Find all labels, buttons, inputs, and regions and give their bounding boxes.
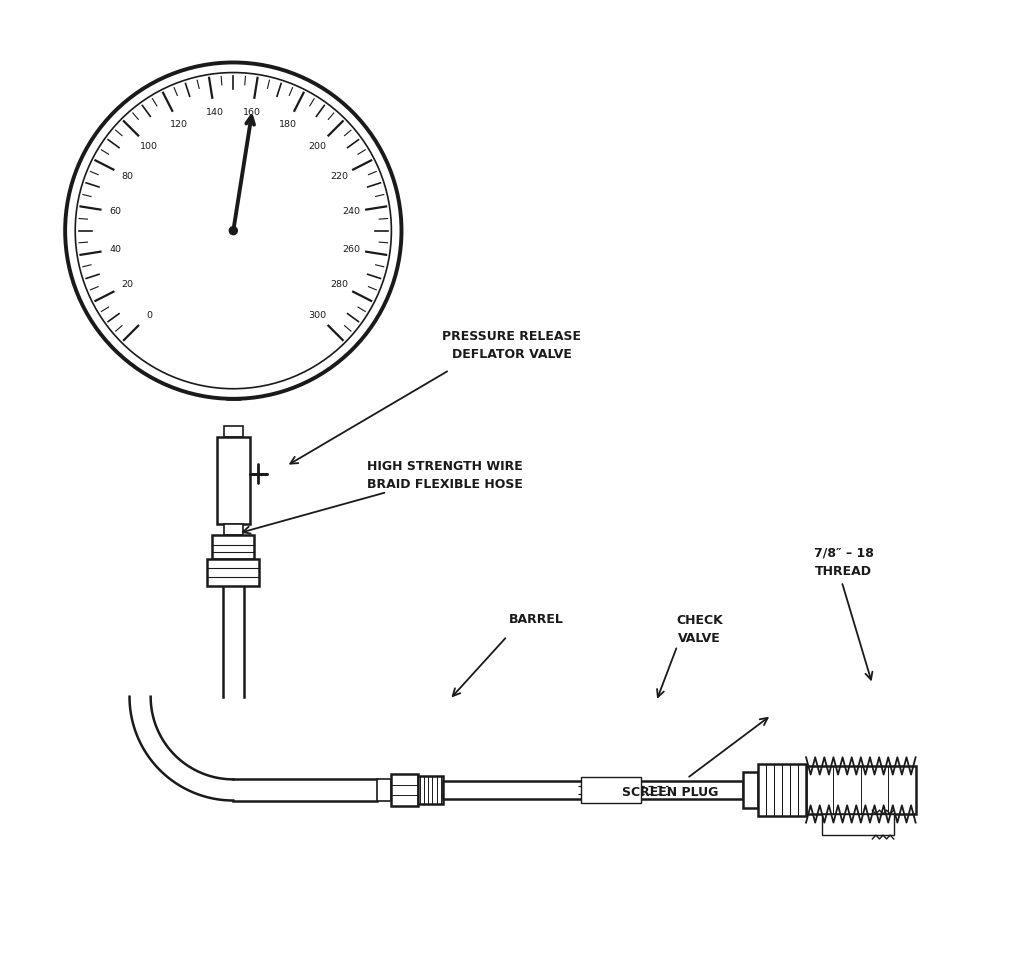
Text: 240: 240 [342,208,360,216]
Text: CHECK
VALVE: CHECK VALVE [676,614,723,645]
Text: 200: 200 [309,141,327,151]
Bar [391,774,418,806]
Text: 160: 160 [243,109,261,117]
Bar [378,779,391,801]
Bar [223,426,243,437]
Text: 20: 20 [121,281,133,289]
Text: BARREL: BARREL [509,613,563,627]
Text: 260: 260 [342,245,360,254]
Text: 0: 0 [145,310,152,320]
Polygon shape [129,697,233,801]
Bar [822,814,894,835]
Bar [223,524,243,535]
Text: 280: 280 [331,281,349,289]
Text: PRESSURE RELEASE
DEFLATOR VALVE: PRESSURE RELEASE DEFLATOR VALVE [442,331,582,361]
Bar [742,772,758,808]
Text: SCREEN PLUG: SCREEN PLUG [623,786,719,800]
Bar [442,781,742,799]
Text: 220: 220 [331,172,349,181]
Text: 120: 120 [170,120,188,129]
Bar [212,535,254,559]
Bar [581,776,641,802]
Bar [233,779,378,801]
Text: 80: 80 [121,172,133,181]
Circle shape [71,67,396,394]
Bar [758,763,806,816]
Text: 7/8″ – 18
THREAD: 7/8″ – 18 THREAD [814,547,873,578]
Text: 140: 140 [206,109,223,117]
Bar [208,559,259,586]
Text: 60: 60 [110,208,122,216]
Text: 40: 40 [110,245,122,254]
Text: 100: 100 [140,141,158,151]
Bar [223,586,244,697]
Circle shape [228,226,238,235]
Text: 180: 180 [279,120,297,129]
Bar [217,437,250,524]
Bar [418,776,442,804]
Text: HIGH STRENGTH WIRE
BRAID FLEXIBLE HOSE: HIGH STRENGTH WIRE BRAID FLEXIBLE HOSE [367,460,522,491]
Bar [806,766,915,814]
Text: 300: 300 [308,310,327,320]
